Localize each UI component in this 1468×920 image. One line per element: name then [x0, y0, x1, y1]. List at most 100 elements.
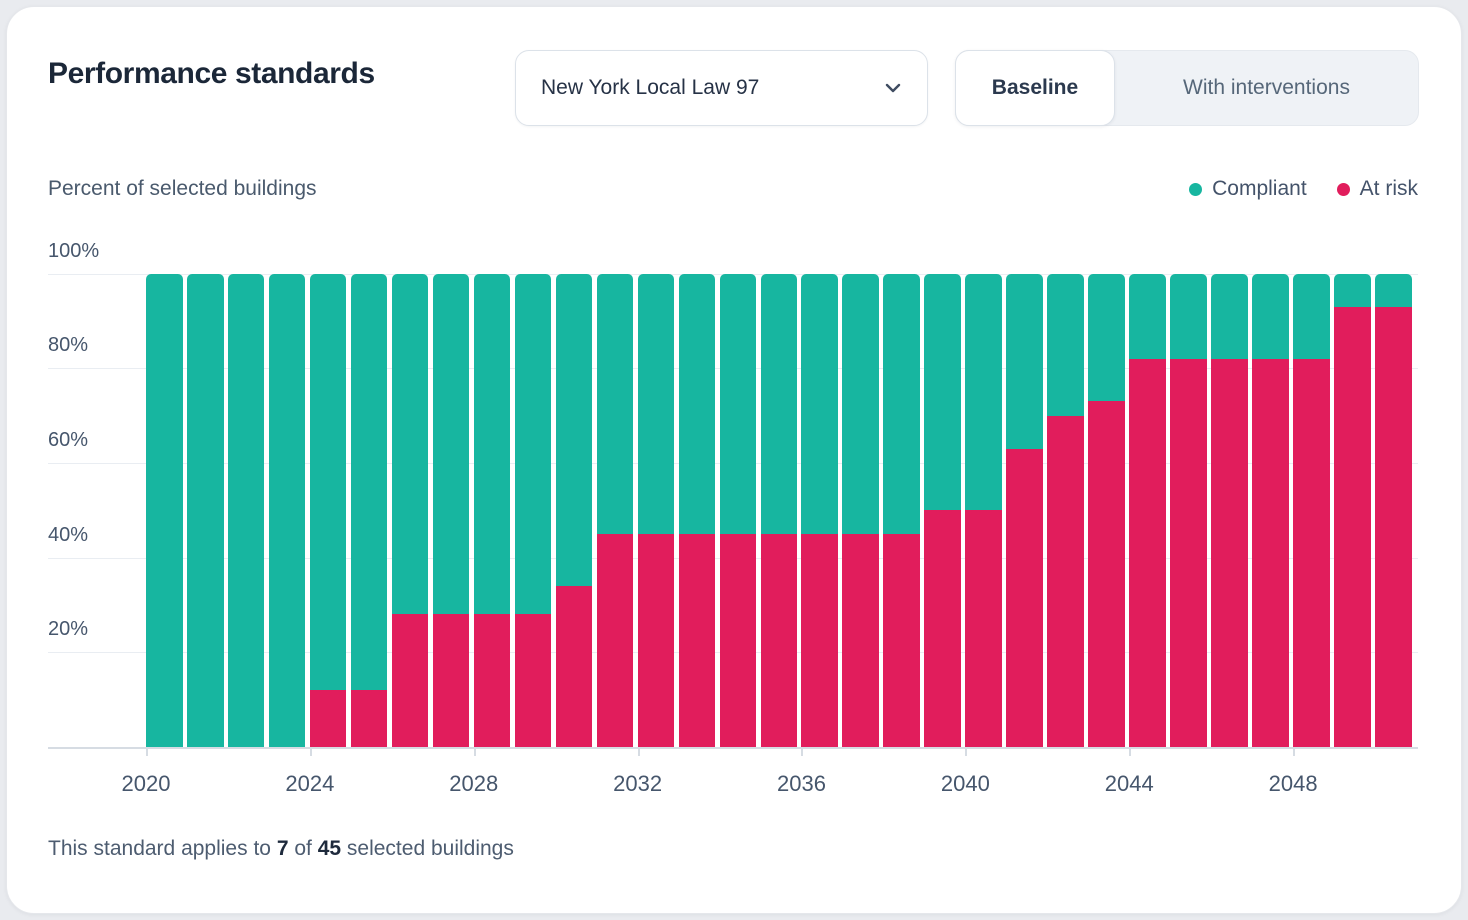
bar-segment-at-risk-2047 — [1252, 358, 1289, 747]
bar-segment-at-risk-2030 — [555, 586, 593, 747]
x-tick-label-2020: 2020 — [121, 771, 171, 796]
x-tick-2032 — [637, 747, 640, 756]
x-tick-label-2028: 2028 — [449, 771, 499, 796]
scenario-toggle: Baseline With interventions — [955, 50, 1419, 126]
x-tick-2020 — [146, 747, 148, 756]
compliant-dot-icon — [1189, 182, 1203, 196]
bar-segment-at-risk-2046 — [1211, 358, 1248, 747]
bar-segment-at-risk-2048 — [1293, 358, 1330, 747]
bar-2044[interactable] — [1129, 273, 1166, 747]
bar-segment-at-risk-2036 — [801, 533, 839, 747]
standard-dropdown-value: New York Local Law 97 — [541, 76, 760, 99]
x-tick-label-2036: 2036 — [776, 771, 826, 796]
bar-2027[interactable] — [432, 273, 470, 747]
bar-segment-at-risk-2029 — [514, 614, 552, 747]
bar-2039[interactable] — [924, 273, 961, 747]
bar-2020[interactable] — [146, 273, 183, 747]
bar-2021[interactable] — [186, 273, 224, 747]
bar-2025[interactable] — [350, 273, 388, 747]
bar-2048[interactable] — [1293, 273, 1330, 747]
toggle-baseline[interactable]: Baseline — [955, 50, 1115, 126]
bar-2046[interactable] — [1211, 273, 1248, 747]
bar-2045[interactable] — [1170, 273, 1207, 747]
x-tick-label-2040: 2040 — [940, 771, 990, 796]
bar-segment-at-risk-2041 — [1006, 448, 1043, 747]
bar-2042[interactable] — [1047, 273, 1084, 747]
legend: Compliant At risk — [1189, 177, 1418, 201]
bar-2033[interactable] — [678, 273, 716, 747]
at-risk-dot-icon — [1336, 182, 1350, 196]
bar-2043[interactable] — [1088, 273, 1125, 747]
standard-dropdown[interactable]: New York Local Law 97 — [515, 50, 928, 126]
bar-2034[interactable] — [719, 273, 757, 747]
bar-segment-at-risk-2044 — [1129, 358, 1166, 747]
x-tick-label-2032: 2032 — [613, 771, 663, 796]
bar-segment-at-risk-2037 — [842, 533, 879, 747]
x-tick-2044 — [1129, 747, 1132, 756]
bar-segment-at-risk-2040 — [965, 510, 1002, 747]
y-tick-label-20: 20% — [48, 618, 89, 641]
x-tick-label-2024: 2024 — [285, 771, 335, 796]
bar-2036[interactable] — [801, 273, 839, 747]
bar-2029[interactable] — [514, 273, 552, 747]
bar-segment-at-risk-2035 — [760, 533, 798, 747]
bar-segment-at-risk-2034 — [719, 533, 757, 747]
x-tick-label-2048: 2048 — [1268, 771, 1318, 796]
bar-segment-at-risk-2043 — [1088, 401, 1125, 747]
bar-2031[interactable] — [596, 273, 634, 747]
y-axis-title: Percent of selected buildings — [48, 177, 317, 200]
x-tick-2048 — [1293, 747, 1296, 756]
bar-2028[interactable] — [473, 273, 511, 747]
footer-of: of — [294, 837, 312, 860]
bar-segment-at-risk-2024 — [309, 690, 347, 747]
bar-segment-at-risk-2039 — [924, 510, 961, 747]
y-tick-label-100: 100% — [48, 239, 100, 262]
y-tick-label-60: 60% — [48, 428, 89, 451]
legend-label-at-risk: At risk — [1359, 177, 1418, 200]
bar-segment-at-risk-2050 — [1375, 306, 1412, 747]
footer-prefix: This standard applies to — [48, 837, 271, 860]
bar-segment-at-risk-2028 — [473, 614, 511, 747]
bar-2047[interactable] — [1252, 273, 1289, 747]
bar-2024[interactable] — [309, 273, 347, 747]
bar-2041[interactable] — [1006, 273, 1043, 747]
bar-segment-at-risk-2025 — [350, 690, 388, 747]
footer-note: This standard applies to 7 of 45 selecte… — [48, 837, 514, 861]
x-tick-label-2044: 2044 — [1104, 771, 1154, 796]
bar-segment-at-risk-2042 — [1047, 415, 1084, 747]
x-tick-2024 — [309, 747, 312, 756]
x-tick-2040 — [965, 747, 968, 756]
bar-2026[interactable] — [391, 273, 429, 747]
legend-item-at-risk: At risk — [1336, 177, 1418, 201]
footer-total-count: 45 — [317, 837, 342, 860]
bar-segment-at-risk-2033 — [678, 533, 716, 747]
footer-suffix: selected buildings — [346, 837, 514, 860]
x-axis-line — [48, 747, 1418, 749]
x-tick-2036 — [801, 747, 804, 756]
y-tick-label-40: 40% — [48, 523, 89, 546]
bar-segment-at-risk-2026 — [391, 614, 429, 747]
legend-label-compliant: Compliant — [1212, 177, 1307, 200]
bar-segment-at-risk-2038 — [883, 533, 920, 747]
legend-item-compliant: Compliant — [1189, 177, 1307, 201]
bar-segment-at-risk-2027 — [432, 614, 470, 747]
page-title: Performance standards — [48, 57, 375, 90]
bar-2040[interactable] — [965, 273, 1002, 747]
bar-2038[interactable] — [883, 273, 920, 747]
bar-segment-at-risk-2049 — [1334, 306, 1371, 747]
bar-segment-at-risk-2032 — [637, 533, 675, 747]
bar-2032[interactable] — [637, 273, 675, 747]
bar-2023[interactable] — [268, 273, 306, 747]
footer-applicable-count: 7 — [276, 837, 289, 860]
bar-2022[interactable] — [227, 273, 265, 747]
bar-2050[interactable] — [1375, 273, 1412, 747]
bar-2035[interactable] — [760, 273, 798, 747]
y-tick-label-80: 80% — [48, 334, 89, 357]
bar-segment-at-risk-2045 — [1170, 358, 1207, 747]
bar-2030[interactable] — [555, 273, 593, 747]
bar-2037[interactable] — [842, 273, 879, 747]
bar-2049[interactable] — [1334, 273, 1371, 747]
chevron-down-icon — [885, 83, 901, 93]
toggle-with-interventions[interactable]: With interventions — [1115, 51, 1418, 125]
